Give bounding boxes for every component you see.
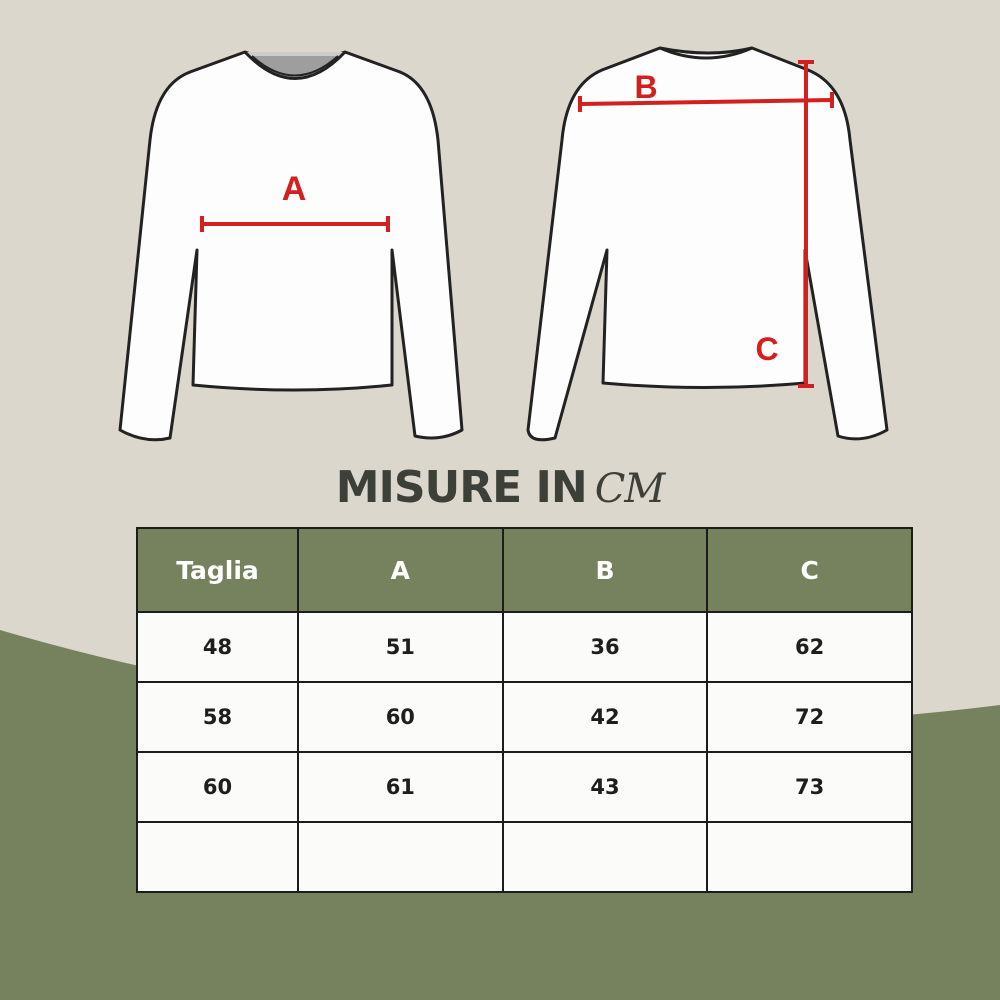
cell: 62 xyxy=(706,611,913,683)
shirt-diagrams: A B C xyxy=(118,46,889,442)
measure-b-c: B C xyxy=(578,60,834,388)
header-a: A xyxy=(296,527,504,613)
title-main: MISURE IN xyxy=(335,462,588,513)
table-row xyxy=(136,821,913,893)
cell xyxy=(296,821,504,893)
cell: 42 xyxy=(501,681,709,753)
label-a: A xyxy=(282,170,307,208)
measure-a: A xyxy=(200,170,390,232)
header-taglia: Taglia xyxy=(136,527,299,613)
front-shirt xyxy=(118,50,464,442)
cell: 58 xyxy=(136,681,299,753)
cell: 51 xyxy=(296,611,504,683)
cell: 60 xyxy=(296,681,504,753)
page-title: MISURE IN CM xyxy=(0,462,1000,513)
cell: 36 xyxy=(501,611,709,683)
cell: 48 xyxy=(136,611,299,683)
table-row: 48 51 36 62 xyxy=(136,611,913,683)
back-shirt xyxy=(526,46,889,442)
header-c: C xyxy=(706,527,913,613)
header-b: B xyxy=(501,527,709,613)
cell xyxy=(136,821,299,893)
table-row: 60 61 43 73 xyxy=(136,751,913,823)
cell xyxy=(501,821,709,893)
cell: 60 xyxy=(136,751,299,823)
cell: 72 xyxy=(706,681,913,753)
label-b: B xyxy=(634,69,657,105)
title-unit: CM xyxy=(594,466,666,512)
cell: 73 xyxy=(706,751,913,823)
size-table: Taglia A B C 48 51 36 62 58 60 42 72 60 61 43 73 xyxy=(136,527,913,893)
table-row: 58 60 42 72 xyxy=(136,681,913,753)
cell: 43 xyxy=(501,751,709,823)
label-c: C xyxy=(755,331,778,367)
cell: 61 xyxy=(296,751,504,823)
cell xyxy=(706,821,913,893)
table-header: Taglia A B C xyxy=(136,527,913,613)
